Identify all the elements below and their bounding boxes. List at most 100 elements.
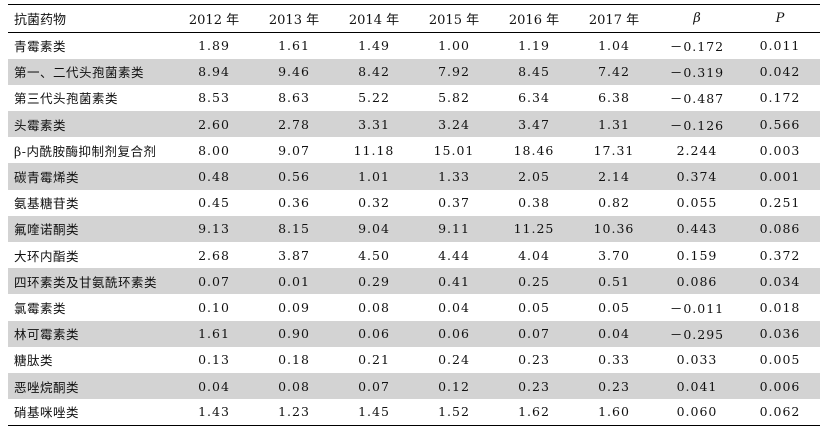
cell-2017: 0.04 <box>598 326 630 342</box>
drug-name-cell: 大环内酯类 <box>14 248 80 264</box>
cell-2014: 11.18 <box>353 142 395 158</box>
cell-2013: 8.63 <box>278 90 310 106</box>
cell-2017: 0.82 <box>598 195 630 211</box>
cell-2014: 0.08 <box>358 299 390 315</box>
table-row: 头霉素类 2.60 2.78 3.31 3.24 3.47 1.31 －0.126 0.566 <box>8 111 820 138</box>
table-row: 碳青霉烯类 0.48 0.56 1.01 1.33 2.05 2.14 0.374 0.001 <box>8 163 820 190</box>
cell-2013: 8.15 <box>278 221 310 237</box>
drug-name-cell: 林可霉素类 <box>14 327 80 343</box>
cell-2013: 1.23 <box>254 399 334 426</box>
cell-2013: 0.18 <box>278 352 310 368</box>
cell-2016: 1.62 <box>494 399 574 426</box>
header-row: 抗菌药物 2012 年 2013 年 2014 年 2015 年 2016 年 … <box>8 4 820 33</box>
header-drug: 抗菌药物 <box>8 4 174 33</box>
cell-2017: 0.05 <box>598 299 630 315</box>
cell-p: 0.005 <box>759 352 801 368</box>
table-row: 硝基咪唑类 1.43 1.23 1.45 1.52 1.62 1.60 0.060 0.062 <box>8 399 820 426</box>
cell-2016: 18.46 <box>513 142 555 158</box>
cell-2013: 0.08 <box>278 378 310 394</box>
cell-p: 0.011 <box>759 38 801 54</box>
cell-beta: －0.011 <box>669 300 725 316</box>
table-row: β-内酰胺酶抑制剂复合剂 8.00 9.07 11.18 15.01 18.46 17.31… <box>8 137 820 163</box>
table-row: 糖肽类 0.13 0.18 0.21 0.24 0.23 0.33 0.033 0.005 <box>8 347 820 373</box>
cell-beta: －0.319 <box>669 65 725 81</box>
drug-name-cell: 氟喹诺酮类 <box>14 222 80 238</box>
drug-name-cell: 氯霉素类 <box>14 300 67 316</box>
cell-2017: 0.33 <box>598 352 630 368</box>
cell-2016: 8.45 <box>518 64 550 80</box>
cell-p: 0.036 <box>759 326 801 342</box>
cell-2015: 4.44 <box>438 247 470 263</box>
cell-2012: 2.60 <box>198 116 230 132</box>
cell-beta: 0.060 <box>654 399 740 426</box>
drug-name-cell: 头霉素类 <box>14 117 67 133</box>
cell-2016: 0.38 <box>518 195 550 211</box>
cell-2017: 2.14 <box>598 169 630 185</box>
cell-2015: 3.24 <box>438 116 470 132</box>
table-row: 四环素类及甘氨酰环素类 0.07 0.01 0.29 0.41 0.25 0.51 0.086… <box>8 268 820 295</box>
cell-p: 0.006 <box>759 378 801 394</box>
cell-2015: 0.24 <box>438 352 470 368</box>
table-row: 恶唑烷酮类 0.04 0.08 0.07 0.12 0.23 0.23 0.041 0.006 <box>8 372 820 400</box>
cell-2012: 8.53 <box>198 90 230 106</box>
cell-2017: 1.60 <box>574 399 654 426</box>
cell-beta: 0.443 <box>676 221 718 237</box>
cell-2013: 3.87 <box>278 247 310 263</box>
cell-2013: 0.01 <box>278 273 310 289</box>
cell-p: 0.003 <box>759 142 801 158</box>
cell-2015: 5.82 <box>438 90 470 106</box>
cell-2013: 0.56 <box>278 169 310 185</box>
table-row: 第一、二代头孢菌素类 8.94 9.46 8.42 7.92 8.45 7.42 －0.319… <box>8 58 820 85</box>
cell-beta: 0.055 <box>676 195 718 211</box>
cell-2015: 9.11 <box>438 221 470 237</box>
cell-p: 0.086 <box>759 221 801 237</box>
cell-2016: 1.19 <box>518 38 550 54</box>
cell-2016: 2.05 <box>518 169 550 185</box>
cell-2014: 0.21 <box>358 352 390 368</box>
cell-2013: 0.90 <box>278 326 310 342</box>
cell-p: 0.001 <box>759 169 801 185</box>
cell-p: 0.034 <box>759 273 801 289</box>
cell-2016: 11.25 <box>513 221 555 237</box>
cell-2014: 3.31 <box>358 116 390 132</box>
cell-beta: －0.172 <box>669 39 725 55</box>
cell-2012: 1.61 <box>198 326 230 342</box>
cell-2014: 8.42 <box>358 64 390 80</box>
cell-beta: 0.086 <box>676 273 718 289</box>
drug-name-cell: 青霉素类 <box>14 39 67 55</box>
table-row: 氯霉素类 0.10 0.09 0.08 0.04 0.05 0.05 －0.011 0.018 <box>8 294 820 320</box>
cell-2016: 4.04 <box>518 247 550 263</box>
cell-2012: 1.89 <box>198 38 230 54</box>
cell-2017: 0.51 <box>598 273 630 289</box>
cell-2012: 0.10 <box>198 299 230 315</box>
header-2013: 2013 年 <box>254 4 334 33</box>
cell-p: 0.062 <box>740 399 820 426</box>
cell-2015: 1.33 <box>438 169 470 185</box>
header-2017: 2017 年 <box>574 4 654 33</box>
cell-beta: 0.033 <box>676 352 718 368</box>
cell-2014: 1.01 <box>358 169 390 185</box>
cell-2016: 6.34 <box>518 90 550 106</box>
cell-2013: 0.09 <box>278 299 310 315</box>
cell-2016: 0.07 <box>518 326 550 342</box>
cell-beta: －0.295 <box>669 327 725 343</box>
cell-2014: 1.45 <box>334 399 414 426</box>
cell-2014: 0.29 <box>358 273 390 289</box>
cell-2014: 0.06 <box>358 326 390 342</box>
cell-2014: 0.32 <box>358 195 390 211</box>
table-row: 青霉素类 1.89 1.61 1.49 1.00 1.19 1.04 －0.172 0.011 <box>8 33 820 59</box>
antibiotic-usage-table: 抗菌药物 2012 年 2013 年 2014 年 2015 年 2016 年 … <box>8 4 820 426</box>
cell-2017: 6.38 <box>598 90 630 106</box>
cell-beta: 2.244 <box>676 142 718 158</box>
cell-2012: 1.43 <box>174 399 254 426</box>
drug-name-cell: 第一、二代头孢菌素类 <box>14 65 145 81</box>
cell-p: 0.372 <box>759 247 801 263</box>
cell-2016: 0.23 <box>518 352 550 368</box>
cell-2015: 1.00 <box>438 38 470 54</box>
table-row: 大环内酯类 2.68 3.87 4.50 4.44 4.04 3.70 0.159 0.372 <box>8 242 820 268</box>
cell-2015: 0.04 <box>438 299 470 315</box>
cell-2012: 0.45 <box>198 195 230 211</box>
drug-name-cell: 恶唑烷酮类 <box>14 379 80 395</box>
cell-2015: 0.37 <box>438 195 470 211</box>
cell-2014: 1.49 <box>358 38 390 54</box>
